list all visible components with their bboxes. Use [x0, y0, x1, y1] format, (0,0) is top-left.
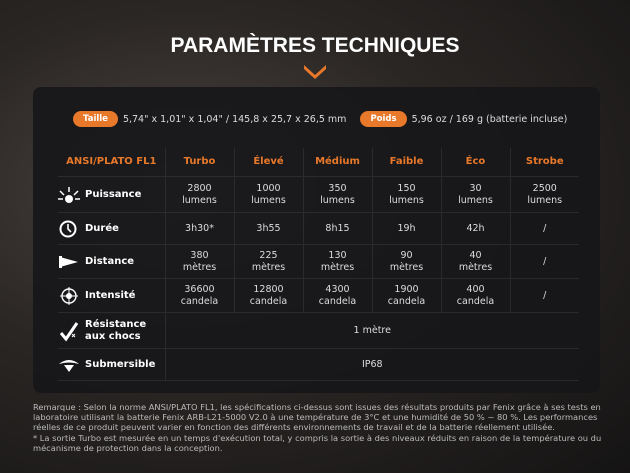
size-label: Taille: [73, 111, 118, 127]
cell: /: [509, 278, 579, 313]
row-label-wrap: Intensité: [58, 286, 165, 305]
row-label-wrap: Durée: [58, 220, 165, 238]
row-label-cell: Durée: [58, 212, 165, 245]
cell: 130 mètres: [302, 244, 372, 279]
row-icon: [58, 356, 85, 374]
cell: 1 mètre: [164, 312, 579, 349]
row-icon: [58, 186, 85, 204]
cell: 225 mètres: [233, 244, 303, 279]
cell: 350 lumens: [302, 176, 372, 213]
cell: /: [509, 244, 579, 279]
row-label-wrap: Puissance: [58, 186, 165, 204]
column-header: ANSI/PLATO FL1: [58, 148, 165, 177]
spec-table: ANSI/PLATO FL1 Turbo Élevé Médium Faible Éco S…: [58, 148, 579, 381]
table-row: Durée 3h30* 3h55 8h15 19h 42h /: [58, 212, 579, 245]
cell: 400 candela: [440, 278, 510, 313]
row-icon: [58, 286, 85, 305]
column-header: Turbo: [164, 148, 234, 177]
table-row: Résistance aux chocs 1 mètre: [58, 312, 579, 349]
cell: 40 mètres: [440, 244, 510, 279]
cell: 3h30*: [164, 212, 234, 245]
cell: 2800 lumens: [164, 176, 234, 213]
size-value: 5,74" x 1,01" x 1,04" / 145,8 x 25,7 x 2…: [122, 113, 347, 125]
table-row: Distance 380 mètres 225 mètres 130 mètres 90…: [58, 244, 579, 279]
cell: 8h15: [302, 212, 372, 245]
cell: 1000 lumens: [233, 176, 303, 213]
row-label-wrap: Submersible: [58, 356, 165, 374]
column-header: Faible: [371, 148, 441, 177]
cell: 30 lumens: [440, 176, 510, 213]
column-header: Strobe: [509, 148, 579, 177]
column-header: Éco: [440, 148, 510, 177]
row-label-wrap: Distance: [58, 253, 165, 271]
cell: 90 mètres: [371, 244, 441, 279]
row-label: Résistance aux chocs: [85, 318, 147, 342]
table-row: Submersible IP68: [58, 348, 579, 381]
weight-value: 5,96 oz / 169 g (batterie incluse): [411, 113, 568, 125]
row-label-cell: Intensité: [58, 278, 165, 313]
cell: 1900 candela: [371, 278, 441, 313]
cell: IP68: [164, 348, 579, 381]
table-row: Puissance 2800 lumens 1000 lumens 350 lumen…: [58, 176, 579, 213]
specs: Taille 5,74" x 1,01" x 1,04" / 145,8 x 2…: [73, 111, 567, 127]
row-icon: [58, 320, 85, 342]
cell: 36600 candela: [164, 278, 234, 313]
cell: 380 mètres: [164, 244, 234, 279]
row-icon: [58, 253, 85, 271]
row-label-cell: Résistance aux chocs: [58, 312, 165, 349]
row-label-cell: Submersible: [58, 348, 165, 381]
table-row: Intensité 36600 candela 12800 candela 4300 …: [58, 278, 579, 313]
cell: 12800 candela: [233, 278, 303, 313]
cell: 19h: [371, 212, 441, 245]
row-label: Durée: [85, 222, 119, 234]
weight-label: Poids: [360, 111, 407, 127]
row-label: Distance: [85, 255, 135, 267]
row-label-wrap: Résistance aux chocs: [58, 319, 165, 343]
remark: * La sortie Turbo est mesurée en un temp…: [33, 432, 602, 453]
remark: Remarque : Selon la norme ANSI/PLATO FL1…: [33, 402, 601, 433]
cell: 4300 candela: [302, 278, 372, 313]
cell: 3h55: [233, 212, 303, 245]
cell: /: [509, 212, 579, 245]
column-header: Élevé: [233, 148, 303, 177]
cell: 150 lumens: [371, 176, 441, 213]
row-label: Submersible: [85, 358, 156, 370]
row-label-cell: Puissance: [58, 176, 165, 213]
chevron: [304, 65, 326, 79]
remarks: Remarque : Selon la norme ANSI/PLATO FL1…: [33, 402, 605, 453]
column-header: Médium: [302, 148, 372, 177]
cell: 2500 lumens: [509, 176, 579, 213]
row-label-cell: Distance: [58, 244, 165, 279]
row-icon: [58, 220, 85, 238]
cell: 42h: [440, 212, 510, 245]
panel: Taille 5,74" x 1,01" x 1,04" / 145,8 x 2…: [33, 87, 600, 393]
row-label: Puissance: [85, 188, 142, 200]
title: PARAMÈTRES TECHNIQUES: [170, 34, 460, 57]
row-label: Intensité: [85, 289, 136, 301]
